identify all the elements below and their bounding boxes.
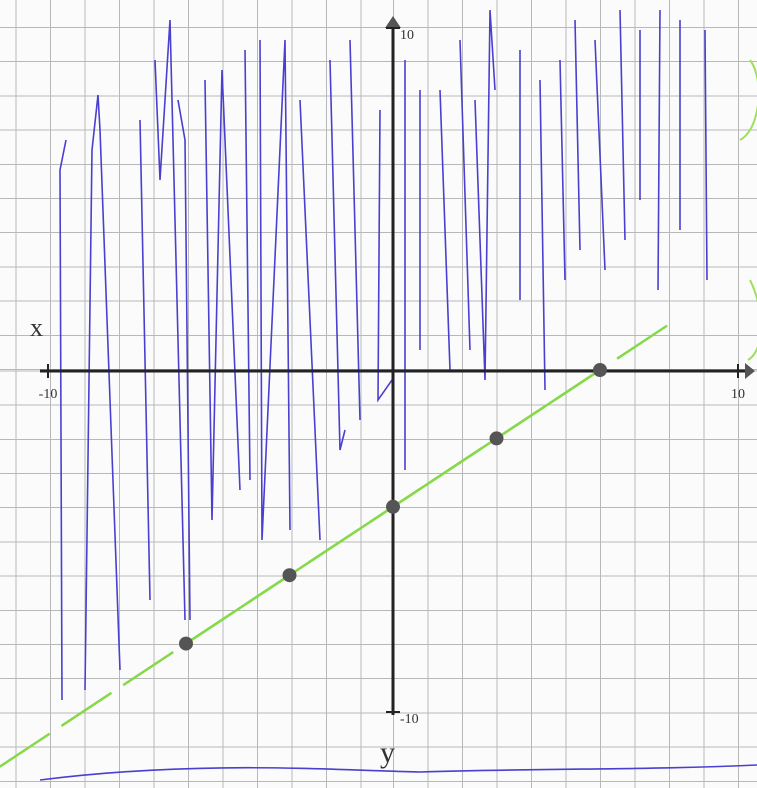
axes xyxy=(40,16,755,715)
y-arrow xyxy=(385,16,401,28)
x-tick-label: 10 xyxy=(731,387,745,402)
x-arrow xyxy=(745,363,755,379)
x-tick-label: -10 xyxy=(39,387,58,402)
point xyxy=(179,636,193,651)
scribbles xyxy=(39,9,757,781)
y-axis-label: y xyxy=(380,736,395,769)
point xyxy=(282,568,297,583)
y-tick-label: -10 xyxy=(400,712,419,727)
point xyxy=(386,499,400,514)
point xyxy=(593,363,607,377)
x-axis-label: x xyxy=(30,313,43,342)
y-tick-label: 10 xyxy=(400,28,414,43)
point xyxy=(489,431,504,446)
